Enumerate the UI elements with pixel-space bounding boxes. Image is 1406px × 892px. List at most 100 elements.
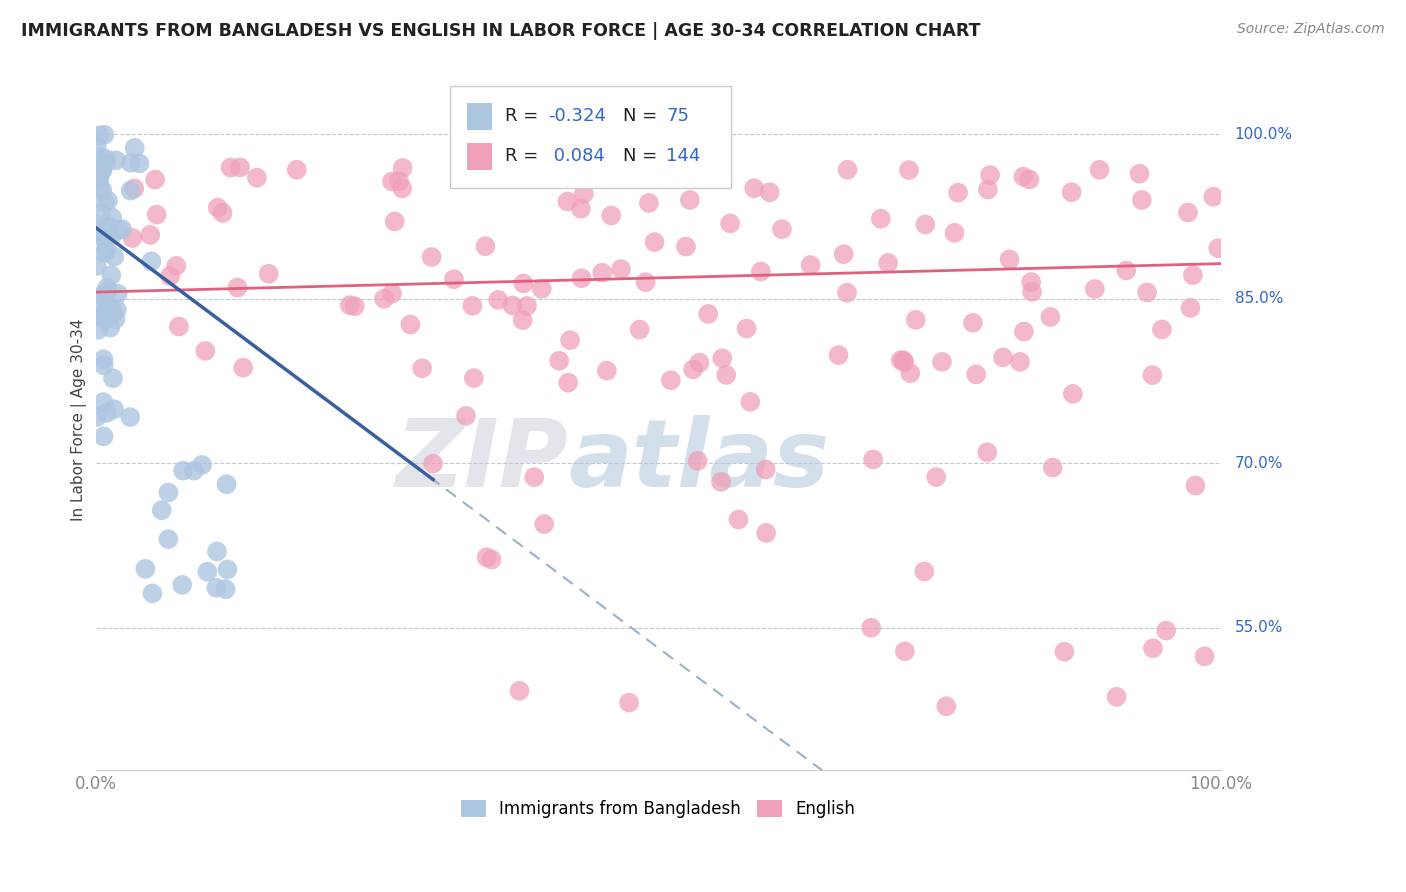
Point [101,371,124,385]
Point [87,128,110,143]
Point [1021,285,1043,299]
Point [86,259,108,273]
Text: 55.0%: 55.0% [1234,620,1282,635]
Point [925,470,948,484]
Point [558,333,581,347]
Point [443,272,465,286]
Point [1115,263,1137,277]
Point [104,153,127,168]
Point [422,457,444,471]
Point [89,172,111,186]
Point [94,156,117,170]
Point [93,395,115,409]
Point [716,368,738,382]
Point [246,170,269,185]
Text: N =: N = [623,147,664,165]
Point [165,259,187,273]
Point [659,373,682,387]
Point [463,371,485,385]
Point [121,231,143,245]
Point [1105,690,1128,704]
Point [226,280,249,294]
Point [991,351,1014,365]
Point [89,161,111,175]
Point [571,271,593,285]
Point [172,464,194,478]
Point [96,243,118,257]
Point [1128,167,1150,181]
Point [572,186,595,201]
Point [103,250,125,264]
Point [1202,190,1225,204]
Point [628,322,651,336]
Point [1010,355,1032,369]
Point [98,320,121,334]
Point [827,348,849,362]
Point [755,462,778,476]
Point [1180,301,1202,315]
Point [1177,205,1199,219]
Point [1012,325,1035,339]
Point [638,196,661,211]
Point [388,174,411,188]
Point [90,180,112,194]
Point [157,485,180,500]
Point [461,299,484,313]
Point [381,174,404,188]
Point [735,321,758,335]
Point [837,162,859,177]
Point [1062,387,1084,401]
Point [93,429,115,443]
Point [207,201,229,215]
Point [1053,645,1076,659]
Point [1019,275,1042,289]
Point [679,193,702,207]
Point [1150,322,1173,336]
Point [502,298,524,312]
Point [711,351,734,366]
Point [686,454,709,468]
Point [1206,241,1229,255]
Text: atlas: atlas [568,416,830,508]
Point [894,644,917,658]
Point [749,264,772,278]
Point [1130,193,1153,207]
Point [610,262,633,277]
Point [710,475,733,489]
Point [91,288,114,302]
Point [758,186,780,200]
Point [108,223,131,237]
Point [481,552,503,566]
Point [191,458,214,472]
Point [512,313,534,327]
Point [141,586,163,600]
Point [912,565,935,579]
Text: R =: R = [505,147,544,165]
Point [486,293,509,307]
Point [893,355,915,369]
Point [1060,185,1083,199]
Point [1142,641,1164,656]
Point [548,353,571,368]
Point [946,186,969,200]
Point [474,239,496,253]
Point [835,285,858,300]
Point [94,232,117,246]
Point [904,313,927,327]
Point [877,256,900,270]
FancyBboxPatch shape [450,86,731,188]
Point [1088,162,1111,177]
Point [860,621,883,635]
Point [205,581,228,595]
Point [87,323,110,337]
Point [91,230,114,244]
Point [898,366,921,380]
Point [391,181,413,195]
Text: 144: 144 [666,147,700,165]
Point [977,182,1000,196]
Point [391,161,413,175]
Point [215,477,238,491]
Point [86,300,108,314]
Point [141,254,163,268]
Point [675,239,697,253]
